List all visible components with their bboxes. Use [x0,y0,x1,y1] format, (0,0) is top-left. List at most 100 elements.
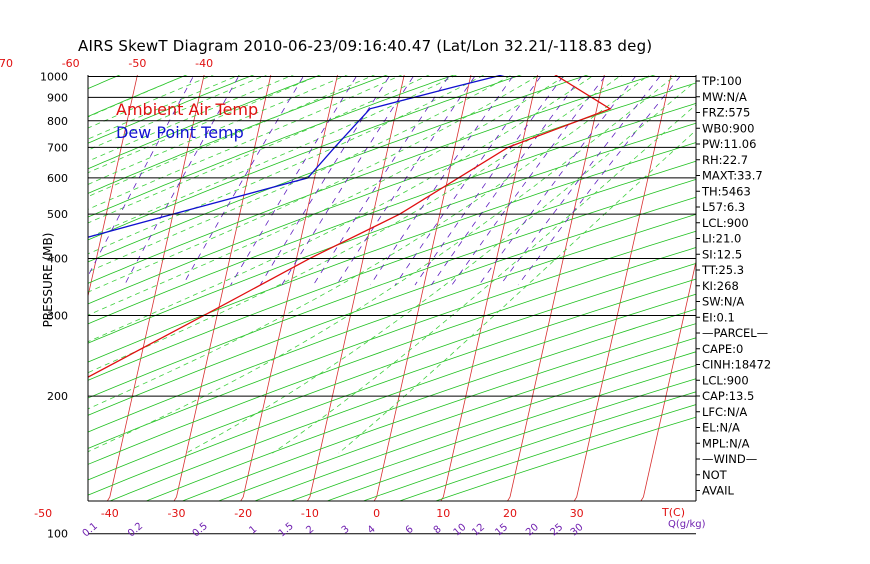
index-label: SW:N/A [702,295,744,309]
mixing-ratio-line [518,67,688,285]
mixing-ratio-tick-label: 25 [548,522,565,539]
isotherm-line [510,75,604,497]
pressure-tick-label: 500 [47,208,68,221]
mixing-ratio-tick-label: 4 [366,524,378,537]
mixing-ratio-tick-label: 20 [524,522,541,539]
y-axis-label: PRESSURE (MB) [41,233,55,328]
isotherm-line-stub [107,497,110,501]
dry-adiabat-line [159,67,870,538]
bottom-temp-tick-label: 20 [503,507,517,520]
index-label: EL:N/A [702,421,740,435]
bottom-temp-tick-label: 0 [373,507,380,520]
moist-adiabat-line [0,67,206,235]
pressure-tick-label: 1000 [40,71,68,84]
mixing-ratio-tick-label: 0.1 [81,521,100,540]
mixing-ratio-tick-label: 2 [304,524,316,537]
pressure-tick-label: 900 [47,91,68,104]
moist-adiabat-line [0,67,660,453]
dry-adiabat-line [0,67,4,538]
index-label: LCL:900 [702,216,749,230]
bottom-temp-tick-label: -40 [101,507,119,520]
index-label: PW:11.06 [702,137,756,151]
index-label: FRZ:575 [702,106,750,120]
top-temp-tick-label: -40 [195,57,213,70]
pressure-tick-label: 600 [47,172,68,185]
bottom-temp-tick-label: -10 [301,507,319,520]
bottom-temp-tick-label: -20 [234,507,252,520]
bottom-temp-tick-label: -30 [168,507,186,520]
mixing-ratio-tick-label: 1 [247,524,259,537]
moist-adiabat-line [272,67,739,453]
mixing-ratio-tick-label: 10 [452,522,469,539]
index-label: MPL:N/A [702,436,750,450]
moist-adiabat-line [0,67,579,453]
index-label: TT:25.3 [701,263,744,277]
index-label: AVAIL [702,484,735,498]
top-temp-tick-label: -60 [62,57,80,70]
legend-dew-point-temp: Dew Point Temp [116,123,244,142]
mixing-ratio-tick-label: 6 [404,524,416,537]
index-label: TH:5463 [701,184,751,198]
index-label: KI:268 [702,279,739,293]
mixing-ratio-tick-label: 8 [432,524,444,537]
mixing-ratio-tick-label: 12 [470,522,487,539]
dry-adiabat-line [0,67,71,538]
dry-adiabat-line [331,67,870,538]
moist-adiabat-line [186,67,713,453]
index-label: MAXT:33.7 [702,169,763,183]
mixing-ratio-tick-label: 3 [340,524,352,537]
index-label: MW:N/A [702,90,747,104]
chart-title: AIRS SkewT Diagram 2010-06-23/09:16:40.4… [78,37,652,55]
mixing-ratio-tick-label: 15 [493,522,510,539]
x-axis-label: T(C) [661,506,685,519]
isotherm-line-stub [641,497,644,501]
mixing-ratio-line [337,67,482,285]
pressure-tick-label: 100 [47,528,68,541]
mixing-ratio-tick-label: 0.2 [126,521,145,540]
index-label: EI:0.1 [702,310,735,324]
mixing-ratio-line [431,67,589,285]
index-label: —PARCEL— [702,326,768,340]
index-label: CAPE:0 [702,342,743,356]
isotherm-line [0,75,71,497]
bottom-temp-tick-label: -50 [34,507,52,520]
mixing-ratio-tick-label: 0.5 [191,521,210,540]
index-label: LCL:900 [702,373,749,387]
isotherm-line-stub [574,497,577,501]
mixing-ratio-line [260,67,395,285]
pressure-tick-label: 200 [47,390,68,403]
mixing-ratio-tick-label: 1.5 [277,521,296,540]
top-temp-tick-label: -50 [128,57,146,70]
isotherm-line-stub [708,497,711,501]
moist-adiabat-line [0,67,526,407]
index-label: SI:12.5 [702,247,742,261]
pressure-tick-label: 800 [47,115,68,128]
legend-ambient-air-temp: Ambient Air Temp [116,100,258,119]
mixing-ratio-line [479,67,643,285]
isotherm-line-stub [307,497,310,501]
index-label: TP:100 [701,74,742,88]
index-label: CAP:13.5 [702,389,754,403]
index-label: WB0:900 [702,121,754,135]
mixing-ratio-tick-label: 30 [569,522,586,539]
index-label: CINH:18472 [702,358,771,372]
bottom-temp-tick-label: 30 [570,507,584,520]
isotherm-line [777,75,870,497]
index-label: LI:21.0 [702,232,741,246]
index-label: NOT [702,468,728,482]
isotherm-line-stub [241,497,244,501]
isotherm-line [377,75,471,497]
index-label: —WIND— [702,452,757,466]
top-temp-tick-label: -70 [0,57,13,70]
isotherm-line-stub [374,497,377,501]
isotherm-line-stub [41,497,44,501]
isotherm-line-stub [508,497,511,501]
mixing-ratio-axis-label: Q(g/kg) [668,519,706,530]
mixing-ratio-line [415,67,570,285]
isotherm-line-stub [774,497,777,501]
index-label: RH:22.7 [702,153,748,167]
index-label: L57:6.3 [702,200,745,214]
index-label: LFC:N/A [702,405,747,419]
